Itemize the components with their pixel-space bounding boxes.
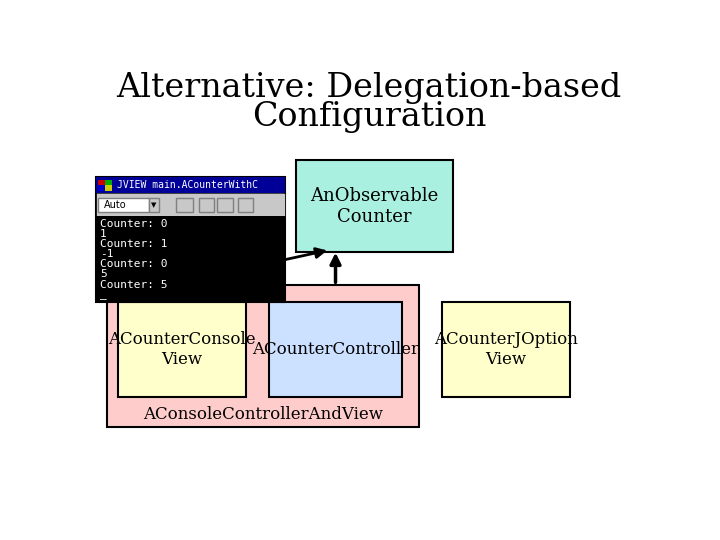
Text: -1: -1 [100, 249, 114, 259]
Bar [176, 198, 193, 212]
Text: Alternative: Delegation-based: Alternative: Delegation-based [117, 72, 621, 104]
Text: Counter: 0: Counter: 0 [100, 259, 168, 269]
Text: ▼: ▼ [151, 202, 156, 208]
Text: 5: 5 [100, 269, 107, 280]
Bar [96, 177, 285, 302]
Text: AConsoleControllerAndView: AConsoleControllerAndView [143, 406, 383, 423]
Bar [441, 302, 570, 397]
Bar [148, 198, 158, 212]
Bar [217, 198, 233, 212]
Bar [99, 198, 148, 212]
Bar [238, 198, 253, 212]
Bar [96, 177, 285, 193]
Text: _: _ [100, 290, 107, 300]
Bar [98, 180, 105, 185]
Text: Counter: 1: Counter: 1 [100, 239, 168, 249]
Bar [105, 180, 112, 185]
Bar [96, 193, 285, 216]
Text: Configuration: Configuration [252, 101, 486, 133]
Text: Counter: 5: Counter: 5 [100, 280, 168, 289]
Bar [297, 160, 453, 252]
Text: ACounterController: ACounterController [252, 341, 419, 358]
Text: AnObservable
Counter: AnObservable Counter [310, 187, 438, 226]
Bar [269, 302, 402, 397]
Bar [107, 285, 419, 427]
Text: ACounterJOption
View: ACounterJOption View [433, 332, 577, 368]
Bar [98, 185, 105, 191]
Text: JVIEW main.ACounterWithC: JVIEW main.ACounterWithC [117, 180, 258, 190]
Text: Counter: 0: Counter: 0 [100, 219, 168, 229]
Bar [118, 302, 246, 397]
Text: 1: 1 [100, 229, 107, 239]
Bar [199, 198, 215, 212]
Bar [105, 185, 112, 191]
Bar [96, 216, 285, 302]
Text: Auto: Auto [104, 200, 127, 210]
Text: ACounterConsole
View: ACounterConsole View [108, 332, 256, 368]
